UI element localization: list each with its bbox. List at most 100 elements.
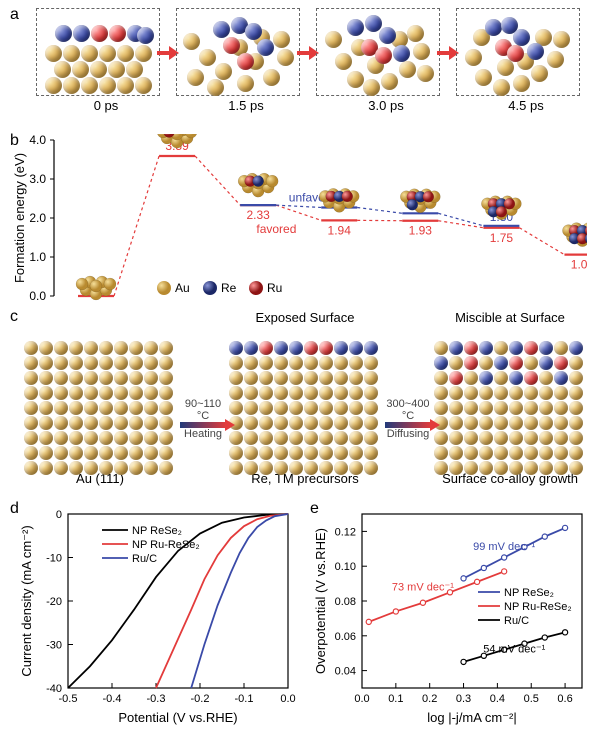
au-atom: [244, 446, 258, 460]
step-label: Heating: [179, 428, 227, 440]
au-atom: [479, 386, 493, 400]
au-atom: [434, 446, 448, 460]
au-atom: [319, 356, 333, 370]
au-atom: [259, 431, 273, 445]
svg-text:0.0: 0.0: [280, 693, 295, 705]
au-atom: [334, 356, 348, 370]
au-atom: [24, 461, 38, 475]
au-atom: [159, 341, 173, 355]
au-atom: [144, 446, 158, 460]
temp-label: 90~110 °C: [179, 398, 227, 422]
svg-text:0.4: 0.4: [490, 693, 505, 705]
au-atom: [159, 446, 173, 460]
ru-atom: [464, 341, 478, 355]
au-atom: [159, 386, 173, 400]
ru-atom: [524, 371, 538, 385]
au-atom: [349, 356, 363, 370]
au-atom: [39, 356, 53, 370]
re-atom: [539, 341, 553, 355]
au-atom: [349, 371, 363, 385]
au-atom: [187, 69, 204, 86]
au-atom: [24, 416, 38, 430]
panel-b: b 0.01.02.03.04.0Formation energy (eV)3.…: [10, 132, 587, 302]
process-arrow: 90~110 °C Heating: [179, 398, 227, 440]
au-atom: [524, 401, 538, 415]
ru-atom: [524, 341, 538, 355]
svg-text:0.04: 0.04: [335, 666, 356, 678]
au-atom: [349, 401, 363, 415]
au-atom: [509, 446, 523, 460]
au-atom: [84, 371, 98, 385]
au-atom: [159, 371, 173, 385]
au-atom: [54, 446, 68, 460]
au-atom: [144, 401, 158, 415]
au-atom: [39, 341, 53, 355]
svg-text:1.94: 1.94: [328, 223, 352, 237]
au-atom: [229, 461, 243, 475]
au-atom: [159, 356, 173, 370]
svg-text:Ru: Ru: [267, 281, 282, 295]
au-atom: [45, 45, 62, 62]
au-atom: [129, 401, 143, 415]
au-atom: [334, 386, 348, 400]
au-atom: [99, 401, 113, 415]
au-atom: [417, 65, 434, 82]
au-atom: [364, 416, 378, 430]
au-atom: [509, 386, 523, 400]
au-atom: [569, 461, 583, 475]
svg-text:0.06: 0.06: [335, 631, 356, 643]
au-atom: [494, 401, 508, 415]
ru-atom: [449, 371, 463, 385]
au-atom: [334, 461, 348, 475]
svg-text:favored: favored: [256, 222, 296, 236]
au-atom: [84, 401, 98, 415]
au-atom: [319, 431, 333, 445]
step-label: Diffusing: [384, 428, 432, 440]
au-atom: [99, 431, 113, 445]
au-atom: [24, 386, 38, 400]
re-atom: [569, 341, 583, 355]
au-atom: [464, 386, 478, 400]
au-atom: [513, 75, 530, 92]
au-atom: [135, 77, 152, 94]
au-atom: [39, 446, 53, 460]
svg-text:0: 0: [56, 509, 62, 521]
au-atom: [569, 356, 583, 370]
au-atom: [334, 401, 348, 415]
au-atom: [39, 371, 53, 385]
au-atom: [479, 356, 493, 370]
au-atom: [144, 341, 158, 355]
au-atom: [99, 446, 113, 460]
au-atom: [449, 401, 463, 415]
svg-text:NP ReSe₂: NP ReSe₂: [504, 587, 554, 599]
svg-text:0.1: 0.1: [388, 693, 403, 705]
au-atom: [494, 446, 508, 460]
re-atom: [289, 341, 303, 355]
svg-text:0.3: 0.3: [456, 693, 471, 705]
au-atom: [539, 446, 553, 460]
ru-atom: [464, 356, 478, 370]
au-atom: [399, 61, 416, 78]
au-atom: [39, 416, 53, 430]
au-atom: [63, 45, 80, 62]
timestep-label: 3.0 ps: [316, 98, 456, 113]
au-atom: [39, 386, 53, 400]
au-atom: [144, 356, 158, 370]
re-atom: [509, 371, 523, 385]
au-atom: [159, 401, 173, 415]
process-arrow: 300~400 °CDiffusing: [384, 398, 432, 440]
au-atom: [364, 431, 378, 445]
au-atom: [363, 79, 380, 96]
svg-text:NP Ru-ReSe₂: NP Ru-ReSe₂: [504, 601, 572, 613]
svg-text:Ru/C: Ru/C: [504, 615, 529, 627]
svg-text:log |-j/mA cm⁻²|: log |-j/mA cm⁻²|: [427, 710, 516, 725]
svg-text:0.12: 0.12: [335, 526, 356, 538]
au-atom: [334, 431, 348, 445]
au-atom: [54, 431, 68, 445]
au-atom: [114, 446, 128, 460]
au-atom: [274, 431, 288, 445]
panel-a: a 0 ps1.5 ps3.0 ps4.5 ps: [10, 6, 587, 126]
au-atom: [319, 446, 333, 460]
panel-c-label: c: [10, 308, 18, 326]
au-atom: [144, 431, 158, 445]
